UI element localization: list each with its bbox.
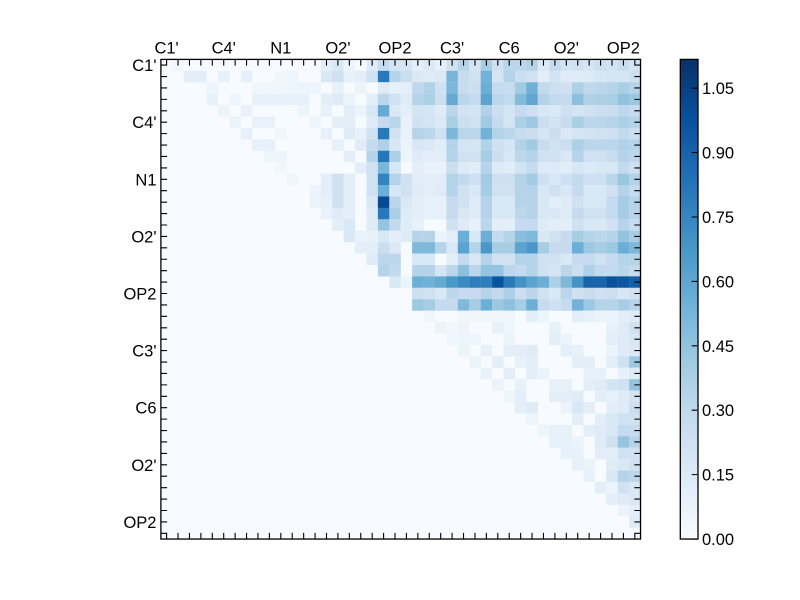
- svg-text:C3': C3': [132, 343, 156, 361]
- svg-text:OP2: OP2: [123, 286, 156, 304]
- svg-text:C6: C6: [499, 40, 520, 58]
- svg-text:N1: N1: [270, 40, 291, 58]
- svg-text:OP2: OP2: [123, 514, 156, 532]
- svg-text:OP2: OP2: [378, 40, 411, 58]
- svg-text:N1: N1: [135, 171, 156, 189]
- svg-text:C1': C1': [132, 57, 156, 75]
- svg-text:1.05: 1.05: [702, 80, 734, 98]
- svg-text:C4': C4': [132, 114, 156, 132]
- svg-text:OP2: OP2: [607, 40, 640, 58]
- svg-text:C1': C1': [154, 40, 178, 58]
- svg-text:C3': C3': [440, 40, 464, 58]
- svg-text:O2': O2': [131, 228, 156, 246]
- svg-text:0.00: 0.00: [702, 531, 734, 549]
- svg-text:0.75: 0.75: [702, 209, 734, 227]
- svg-text:0.30: 0.30: [702, 402, 734, 420]
- svg-text:0.60: 0.60: [702, 273, 734, 291]
- svg-text:C6: C6: [135, 400, 156, 418]
- svg-text:O2': O2': [131, 457, 156, 475]
- svg-text:C4': C4': [212, 40, 236, 58]
- svg-text:O2': O2': [554, 40, 579, 58]
- svg-text:O2': O2': [325, 40, 350, 58]
- svg-text:0.15: 0.15: [702, 467, 734, 485]
- svg-text:0.90: 0.90: [702, 145, 734, 163]
- svg-text:0.45: 0.45: [702, 338, 734, 356]
